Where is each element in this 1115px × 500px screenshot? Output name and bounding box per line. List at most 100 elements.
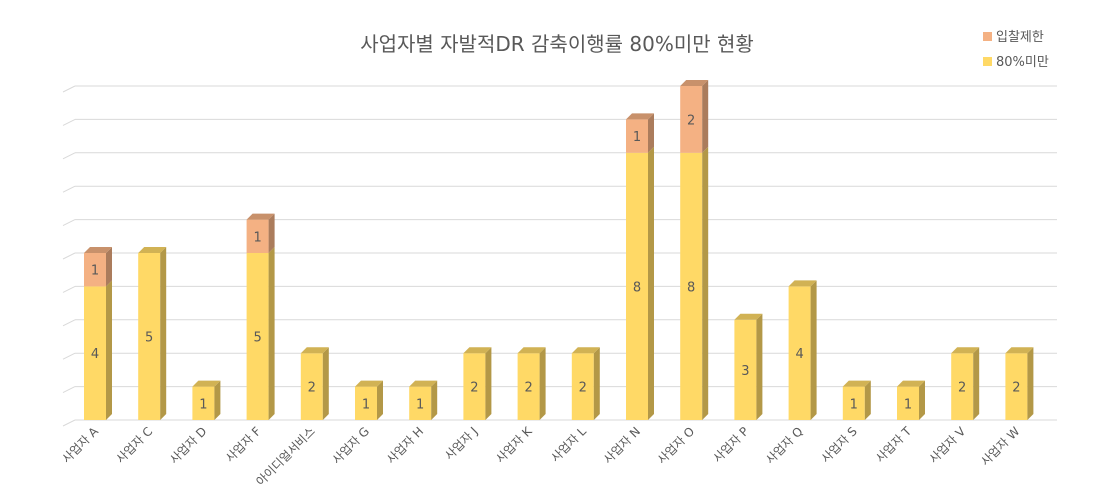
x-tick-label: 사업자 A <box>59 424 101 466</box>
data-label-under-80: 1 <box>416 397 424 412</box>
data-label-under-80: 8 <box>633 280 641 295</box>
bar-under-80-side <box>214 380 221 420</box>
bar-bid-restriction <box>626 119 648 153</box>
data-label-under-80: 4 <box>795 347 803 362</box>
data-label-under-80: 2 <box>1012 381 1020 396</box>
bar-bid-restriction-top <box>84 247 112 253</box>
bar-under-80-top <box>571 347 600 354</box>
data-label-under-80: 2 <box>958 381 966 396</box>
bar-under-80-side <box>593 347 600 420</box>
data-label-bid-restriction: 2 <box>687 113 695 128</box>
bar-under-80-top <box>463 347 492 354</box>
x-tick-label: 사업자 N <box>601 424 643 466</box>
bar-under-80 <box>680 152 703 421</box>
bar-under-80-top <box>409 380 438 387</box>
bar-under-80-top <box>192 380 221 387</box>
legend-swatch-under-80 <box>983 57 992 66</box>
data-label-under-80: 5 <box>253 331 261 346</box>
x-tick-label: 사업자 Q <box>763 424 806 467</box>
bar-under-80 <box>138 253 161 420</box>
x-tick-label: 사업자 D <box>167 424 210 467</box>
bar-under-80 <box>192 386 215 420</box>
bar-under-80-top <box>788 280 817 287</box>
x-tick-label: 사업자 O <box>655 424 698 467</box>
gridline-floor <box>62 419 76 427</box>
x-tick-label: 사업자 S <box>819 424 860 465</box>
gridline-floor <box>62 85 76 93</box>
gridline-floor <box>62 386 76 394</box>
bar-under-80 <box>788 286 811 420</box>
bar-under-80-side <box>160 247 167 420</box>
bar-under-80-side <box>485 347 492 420</box>
gridline-floor <box>62 285 76 293</box>
gridline-floor <box>62 252 76 260</box>
bar-under-80-side <box>756 313 763 420</box>
bar-bid-restriction-side <box>702 80 709 153</box>
x-tick-label: 사업자 L <box>548 424 589 465</box>
x-tick-label: 사업자 J <box>442 424 481 463</box>
bar-under-80 <box>84 286 106 420</box>
bar-under-80-top <box>951 347 980 354</box>
bar-under-80 <box>517 353 540 420</box>
data-label-under-80: 2 <box>524 381 532 396</box>
bar-under-80-side <box>106 280 112 420</box>
data-label-under-80: 2 <box>470 381 478 396</box>
legend-swatch-bid-restriction <box>983 32 992 41</box>
bar-under-80 <box>246 253 269 420</box>
legend-label-under-80: 80%미만 <box>996 55 1049 70</box>
data-label-under-80: 1 <box>362 397 370 412</box>
bar-under-80-top <box>300 347 329 354</box>
x-tick-label: 사업자 P <box>710 424 751 465</box>
x-tick-label: 사업자 H <box>384 424 426 466</box>
bar-under-80-side <box>1027 347 1034 420</box>
gridline-floor <box>62 185 76 193</box>
bar-under-80-side <box>973 347 980 420</box>
legend: 입찰제한 80%미만 <box>983 30 1049 70</box>
bar-under-80-top <box>897 380 925 387</box>
bar-bid-restriction-top <box>246 213 275 220</box>
bar-under-80-top <box>734 313 763 320</box>
gridline-floor <box>62 118 76 126</box>
bar-bid-restriction-top <box>626 113 654 120</box>
data-label-under-80: 2 <box>579 381 587 396</box>
bar-under-80 <box>300 353 323 420</box>
bar-under-80-side <box>864 380 871 420</box>
bar-under-80-side <box>377 380 383 420</box>
x-tick-label: 사업자 G <box>330 424 373 467</box>
bar-bid-restriction <box>246 219 269 253</box>
bar-bid-restriction <box>84 253 106 287</box>
bar-under-80 <box>897 386 919 420</box>
bar-under-80-side <box>648 146 654 421</box>
data-labels: 4 1 5 1 5 1 2 1 1 2 2 2 8 1 8 2 3 4 1 1 2 2 <box>91 113 1021 412</box>
bar-under-80-side <box>539 347 546 420</box>
data-label-under-80: 8 <box>687 280 695 295</box>
bar-bid-restriction-side <box>648 113 654 153</box>
x-tick-label: 사업자 C <box>113 424 155 466</box>
data-label-under-80: 2 <box>308 381 316 396</box>
data-label-under-80: 1 <box>904 397 912 412</box>
bar-bid-restriction-side <box>106 247 112 287</box>
bar-bid-restriction-top <box>680 80 709 86</box>
bar-under-80 <box>355 386 377 420</box>
x-tick-label: 사업자 K <box>493 423 535 465</box>
gridlines <box>62 85 1057 427</box>
bar-under-80 <box>1005 353 1028 420</box>
data-label-under-80: 4 <box>91 347 99 362</box>
bar-under-80 <box>571 353 594 420</box>
gridline-floor <box>62 219 76 227</box>
x-tick-label: 사업자 V <box>926 424 968 466</box>
gridline-floor <box>62 352 76 360</box>
gridline-floor <box>62 152 76 160</box>
bar-under-80-top <box>355 380 383 387</box>
bar-under-80-side <box>322 347 329 420</box>
bar-under-80-top <box>1005 347 1034 354</box>
gridline-floor <box>62 319 76 327</box>
bar-under-80 <box>951 353 974 420</box>
x-tick-label: 사업자 T <box>873 424 915 466</box>
bar-bid-restriction <box>680 86 703 153</box>
bar-under-80 <box>734 319 757 420</box>
bar-under-80 <box>409 386 432 420</box>
